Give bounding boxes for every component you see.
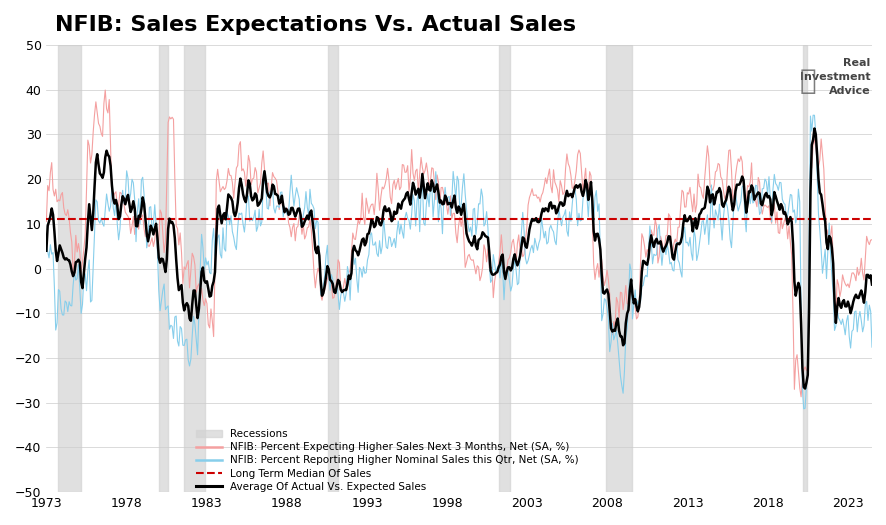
Bar <box>58 45 81 492</box>
Text: NFIB: Sales Expectations Vs. Actual Sales: NFIB: Sales Expectations Vs. Actual Sale… <box>55 15 575 35</box>
Text: 🦅: 🦅 <box>799 67 816 95</box>
Bar <box>605 45 631 492</box>
Bar <box>499 45 509 492</box>
Bar <box>802 45 805 492</box>
Text: Real
Investment
Advice: Real Investment Advice <box>799 58 869 96</box>
Bar <box>159 45 167 492</box>
Bar <box>183 45 206 492</box>
Legend: Recessions, NFIB: Percent Expecting Higher Sales Next 3 Months, Net (SA, %), NFI: Recessions, NFIB: Percent Expecting High… <box>191 425 583 496</box>
Bar <box>328 45 338 492</box>
